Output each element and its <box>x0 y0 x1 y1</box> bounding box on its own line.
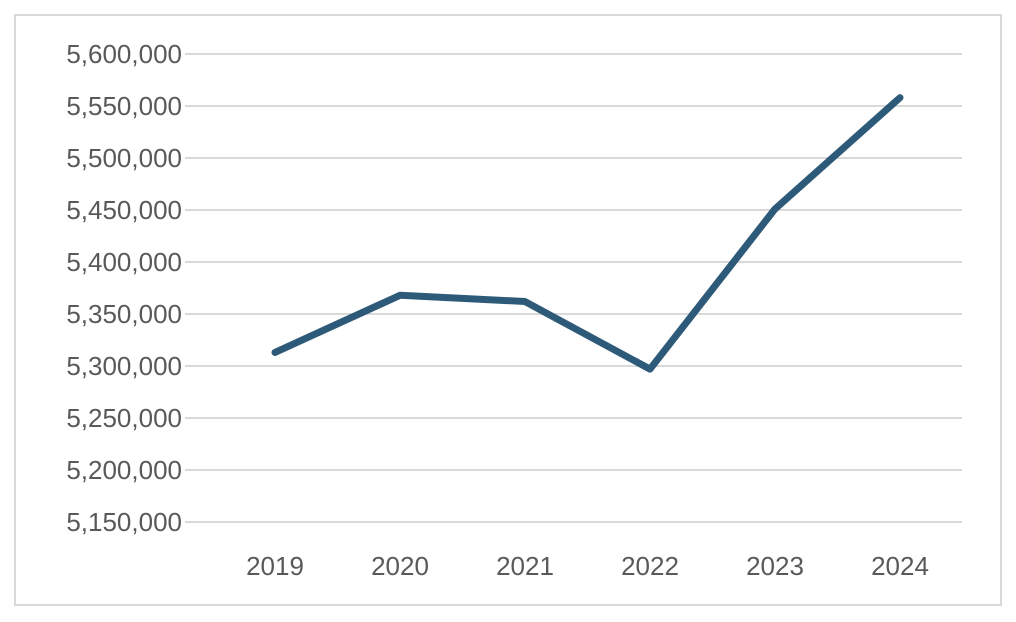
y-tick-label: 5,200,000 <box>66 455 182 485</box>
x-tick-label: 2022 <box>621 551 679 581</box>
series-line <box>271 94 904 373</box>
series <box>271 94 904 373</box>
x-tick-label: 2023 <box>746 551 804 581</box>
y-tick-label: 5,400,000 <box>66 247 182 277</box>
x-tick-label: 2024 <box>871 551 929 581</box>
x-tick-label: 2019 <box>246 551 304 581</box>
y-axis-tick-labels: 5,150,000 5,200,000 5,250,000 5,300,000 5,35… <box>66 39 182 537</box>
gridlines <box>185 53 962 523</box>
y-tick-label: 5,350,000 <box>66 299 182 329</box>
y-tick-label: 5,500,000 <box>66 143 182 173</box>
y-tick-label: 5,300,000 <box>66 351 182 381</box>
x-axis-tick-labels: 2019 2020 2021 2022 2023 2024 <box>246 551 929 581</box>
y-tick-label: 5,250,000 <box>66 403 182 433</box>
x-tick-label: 2021 <box>496 551 554 581</box>
chart-frame <box>14 14 1002 606</box>
y-tick-label: 5,150,000 <box>66 507 182 537</box>
y-tick-label: 5,600,000 <box>66 39 182 69</box>
x-tick-label: 2020 <box>371 551 429 581</box>
y-tick-label: 5,550,000 <box>66 91 182 121</box>
y-tick-label: 5,450,000 <box>66 195 182 225</box>
